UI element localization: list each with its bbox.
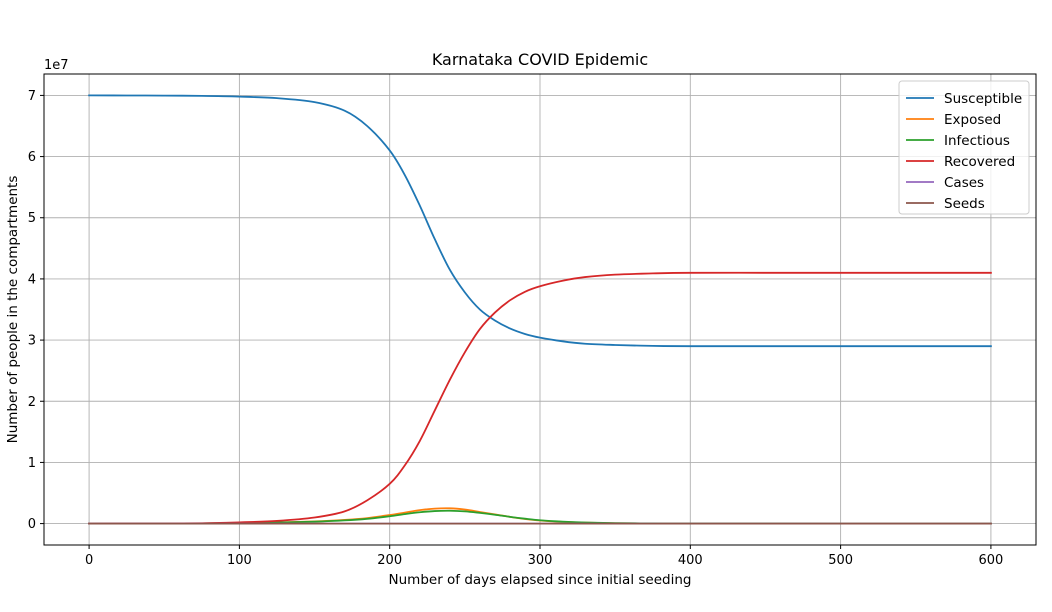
y-axis-label: Number of people in the compartments (5, 176, 21, 444)
y-tick-label: 3 (28, 334, 36, 349)
y-axis-offset-label: 1e7 (44, 58, 69, 73)
legend-label: Recovered (944, 154, 1015, 170)
series-line-recovered (88, 271, 992, 525)
y-tick-label: 5 (28, 211, 36, 226)
y-tick-label: 2 (28, 395, 36, 410)
legend-box (898, 80, 1030, 215)
legend-label: Infectious (944, 133, 1010, 149)
ticks: 0 100 200 300 400 500 600 0 1 2 3 4 5 6 7 (28, 89, 1004, 568)
y-tick-label: 1 (28, 456, 36, 471)
x-tick-label: 100 (227, 553, 252, 568)
legend-label: Cases (944, 175, 984, 191)
x-axis-label: Number of days elapsed since initial see… (389, 572, 692, 588)
legend-label: Susceptible (944, 91, 1022, 107)
legend-label: Exposed (944, 112, 1001, 128)
series-line-susceptible (88, 94, 992, 348)
x-tick-label: 300 (528, 553, 553, 568)
x-tick-label: 0 (85, 553, 93, 568)
x-tick-label: 200 (377, 553, 402, 568)
y-tick-label: 4 (28, 272, 36, 287)
y-tick-label: 6 (28, 150, 36, 165)
x-tick-label: 400 (678, 553, 703, 568)
y-tick-label: 7 (28, 89, 36, 104)
legend: Susceptible Exposed Infectious Recovered Cas… (898, 80, 1030, 215)
series-lines (88, 94, 992, 525)
chart-title: Karnataka COVID Epidemic (432, 50, 648, 69)
x-tick-label: 500 (828, 553, 853, 568)
x-tick-label: 600 (978, 553, 1003, 568)
y-tick-label: 0 (28, 517, 36, 532)
legend-label: Seeds (944, 196, 985, 212)
